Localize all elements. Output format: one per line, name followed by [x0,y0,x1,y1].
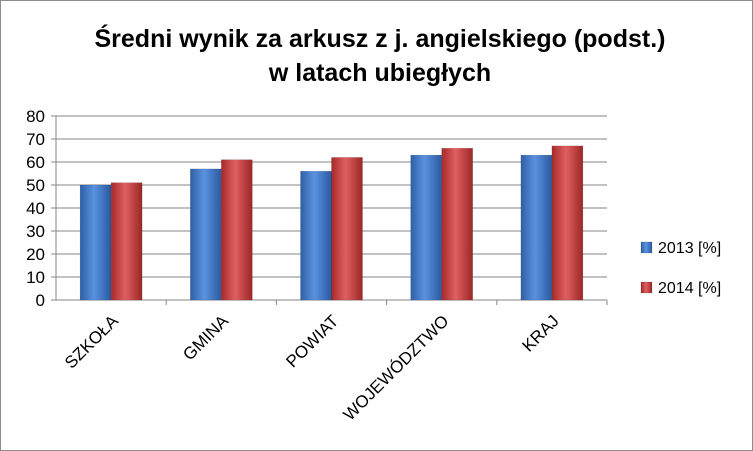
legend-swatch [640,241,653,254]
chart-title-line-1: Średni wynik za arkusz z j. angielskiego… [95,23,666,53]
y-tick-label: 50 [26,176,45,195]
bar-2014-3 [441,147,474,301]
y-axis-tick-labels: 0 10 20 30 40 50 60 70 80 [26,107,45,310]
x-category-label: SZKOŁA [61,311,122,372]
chart-title-line-2: w latach ubiegłych [268,59,491,87]
y-tick-label: 40 [26,199,45,218]
y-tick-label: 10 [26,268,45,287]
bar-2013-3 [410,154,443,301]
bar-2014-1 [221,159,253,301]
y-tick-label: 80 [26,107,45,126]
bar-2014-2 [331,157,363,301]
x-category-label: GMINA [179,311,232,364]
bar-2014-0 [110,182,143,301]
bar-2013-1 [190,168,222,301]
x-category-label: POWIAT [282,311,342,371]
legend-label: 2013 [%] [658,240,721,257]
y-tick-label: 70 [26,130,45,149]
y-tick-label: 60 [26,153,45,172]
legend-swatch [640,281,653,294]
bar-2013-2 [300,170,332,301]
y-tick-label: 20 [26,245,45,264]
chart-title: Średni wynik za arkusz z j. angielskiego… [95,23,666,87]
x-category-label: KRAJ [519,311,563,355]
bar-2014-4 [551,145,584,301]
legend-label: 2014 [%] [658,280,721,297]
bar-2013-4 [520,154,553,301]
bars [79,145,584,301]
x-category-label: WOJEWÓDZTWO [340,311,453,424]
y-tick-label: 30 [26,222,45,241]
legend: 2013 [%] 2014 [%] [640,240,721,297]
y-tick-label: 0 [36,291,45,310]
bar-2013-0 [79,184,112,301]
